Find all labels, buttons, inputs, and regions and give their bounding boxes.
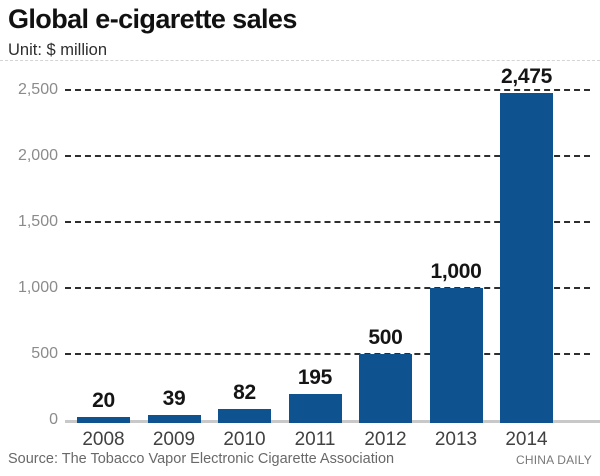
chart-title: Global e-cigarette sales <box>8 4 297 34</box>
x-axis-tick-label: 2014 <box>505 429 548 450</box>
bar-2014 <box>500 93 553 423</box>
y-gridline <box>65 89 590 91</box>
y-axis-tick-label: 1,500 <box>17 213 58 230</box>
bar-2011 <box>288 394 342 423</box>
x-axis-tick-label: 2009 <box>152 429 196 450</box>
y-axis-tick-label: 0 <box>49 411 58 428</box>
bar-value-label: 195 <box>297 366 333 390</box>
bar-value-label: 2,475 <box>500 65 553 89</box>
y-gridline <box>65 155 590 157</box>
bar-2009 <box>147 414 201 423</box>
bar-value-label: 1,000 <box>430 260 482 283</box>
y-gridline <box>65 221 590 223</box>
bar-2008 <box>77 417 130 423</box>
y-gridline <box>65 287 590 289</box>
y-axis-tick-label: 1,000 <box>17 279 58 296</box>
credit-text: CHINA DAILY <box>516 453 592 467</box>
unit-label: Unit: $ million <box>8 41 108 59</box>
x-axis-tick-label: 2013 <box>434 429 478 450</box>
x-axis-tick-label: 2012 <box>364 429 407 450</box>
x-axis-tick-label: 2011 <box>294 429 336 450</box>
bar-2012 <box>359 354 412 423</box>
top-divider-rule <box>0 60 600 61</box>
bar-2010 <box>218 409 271 423</box>
y-axis-tick-label: 2,000 <box>17 147 58 164</box>
x-axis-tick-label: 2008 <box>82 429 125 450</box>
bar-value-label: 20 <box>92 389 115 413</box>
y-axis-tick-label: 500 <box>31 345 58 362</box>
x-axis-tick-label: 2010 <box>223 429 266 450</box>
bar-value-label: 39 <box>162 386 186 410</box>
source-text: Source: The Tobacco Vapor Electronic Cig… <box>8 451 395 467</box>
bar-value-label: 500 <box>368 326 403 349</box>
bar-value-label: 82 <box>233 381 256 405</box>
y-axis-tick-label: 2,500 <box>17 81 58 98</box>
bar-2013 <box>429 288 483 423</box>
y-gridline <box>65 353 590 355</box>
